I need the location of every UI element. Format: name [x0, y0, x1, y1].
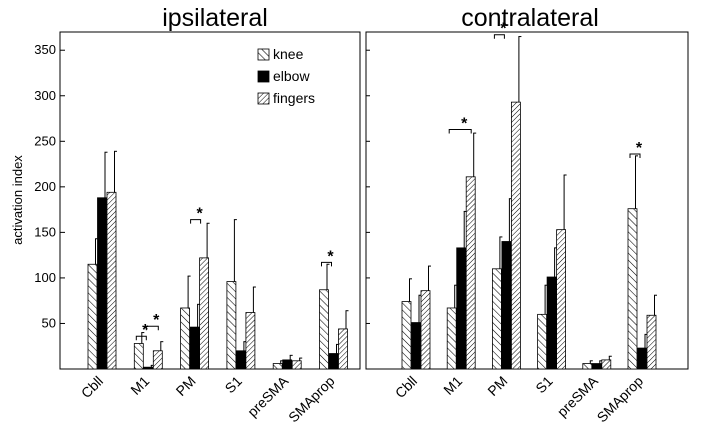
bars-contralateral: * * *: [401, 21, 657, 370]
bar-fingers-SMAprop: [646, 314, 657, 370]
bar-elbow-Cbll: [97, 197, 107, 370]
legend-label-elbow: elbow: [273, 68, 310, 84]
bar-knee-S1: [537, 313, 547, 370]
significance-marker-PM: *: [493, 21, 507, 39]
significance-marker-SMAprop: *: [321, 248, 334, 267]
category-label-S1: S1: [222, 373, 246, 397]
significance-marker-M1: *: [135, 322, 149, 341]
y-tick-label: 150: [34, 224, 56, 239]
bar-elbow-PM: [189, 326, 200, 370]
category-label-M1: M1: [440, 373, 465, 398]
bar-fingers-PM: [199, 257, 210, 370]
y-tick-label: 300: [34, 88, 56, 103]
bar-knee-PM: [491, 268, 502, 370]
legend-label-knee: knee: [273, 46, 304, 62]
significance-star: *: [196, 206, 203, 223]
legend-label-fingers: fingers: [273, 90, 315, 106]
bar-knee-preSMA: [582, 363, 593, 370]
plot-frame-contralateral: [365, 31, 689, 370]
y-tick-label: 50: [42, 315, 56, 330]
bar-elbow-PM: [501, 241, 512, 370]
y-tick-label: 200: [34, 179, 56, 194]
bar-elbow-S1: [546, 276, 557, 370]
bar-knee-SMAprop: [319, 289, 329, 370]
category-label-M1: M1: [127, 373, 152, 398]
significance-bracket: [629, 153, 641, 159]
significance-bracket: [190, 219, 202, 224]
category-label-preSMA: preSMA: [244, 372, 292, 420]
legend-swatch-elbow: [257, 70, 270, 83]
bar-elbow-M1: [143, 366, 154, 370]
significance-star: *: [327, 248, 334, 265]
bar-elbow-preSMA: [591, 363, 602, 370]
significance-star: *: [636, 140, 643, 157]
significance-marker-M1: *: [448, 115, 472, 134]
bar-knee-M1: [446, 307, 457, 370]
y-tick-label: 350: [34, 42, 56, 57]
bar-knee-M1: [133, 343, 144, 370]
significance-bracket: [145, 325, 159, 331]
significance-marker-PM: *: [190, 206, 203, 224]
significance-star: *: [142, 322, 149, 339]
legend-swatch-fingers: [257, 92, 270, 105]
bar-elbow-M1: [456, 247, 467, 370]
bar-fingers-M1: [152, 350, 163, 370]
significance-bracket: [448, 128, 472, 134]
bar-elbow-S1: [235, 350, 246, 370]
significance-marker-M1: *: [145, 312, 160, 331]
significance-star: *: [153, 312, 160, 329]
bar-fingers-S1: [245, 312, 256, 370]
significance-marker-SMAprop: *: [629, 140, 643, 159]
bar-fingers-preSMA: [291, 360, 302, 370]
bar-fingers-SMAprop: [338, 328, 348, 370]
significance-bracket: [493, 34, 505, 39]
bars-ipsilateral: ****: [87, 150, 349, 370]
category-label-SMAprop: SMAprop: [594, 373, 647, 426]
category-label-Cbll: Cbll: [78, 373, 106, 401]
category-label-SMAprop: SMAprop: [285, 373, 338, 426]
bar-fingers-preSMA: [601, 359, 612, 370]
category-label-PM: PM: [484, 373, 510, 399]
bar-fingers-M1: [465, 176, 476, 370]
bar-knee-S1: [226, 281, 237, 370]
bar-knee-PM: [180, 307, 191, 370]
y-tick-label: 100: [34, 270, 56, 285]
bar-fingers-S1: [556, 229, 566, 370]
bar-elbow-Cbll: [411, 322, 421, 370]
bar-elbow-preSMA: [282, 359, 293, 370]
bar-fingers-Cbll: [106, 191, 117, 370]
chart-title-ipsilateral: ipsilateral: [162, 4, 268, 32]
category-label-PM: PM: [173, 373, 199, 399]
chart-title-contralateral: contralateral: [461, 4, 599, 32]
category-label-S1: S1: [532, 373, 556, 397]
y-axis-label: activation index: [10, 155, 25, 245]
significance-bracket: [135, 335, 147, 341]
y-tick-label: 250: [34, 133, 56, 148]
category-label-Cbll: Cbll: [392, 373, 420, 401]
significance-star: *: [500, 21, 507, 38]
y-axis-ticks: 50 100 150 200 250 300 350: [34, 42, 370, 330]
bar-fingers-Cbll: [420, 290, 431, 370]
bar-knee-Cbll: [401, 301, 412, 370]
plot-frame-ipsilateral: [59, 31, 361, 370]
bar-elbow-SMAprop: [328, 353, 339, 370]
significance-star: *: [461, 115, 468, 132]
legend: knee elbow fingers: [257, 46, 315, 106]
significance-bracket: [321, 261, 332, 267]
bar-elbow-SMAprop: [637, 347, 647, 370]
bar-knee-Cbll: [87, 263, 98, 370]
bar-fingers-PM: [510, 101, 521, 370]
bar-knee-SMAprop: [627, 208, 638, 370]
legend-swatch-knee: [257, 48, 270, 61]
bar-knee-preSMA: [272, 363, 283, 370]
